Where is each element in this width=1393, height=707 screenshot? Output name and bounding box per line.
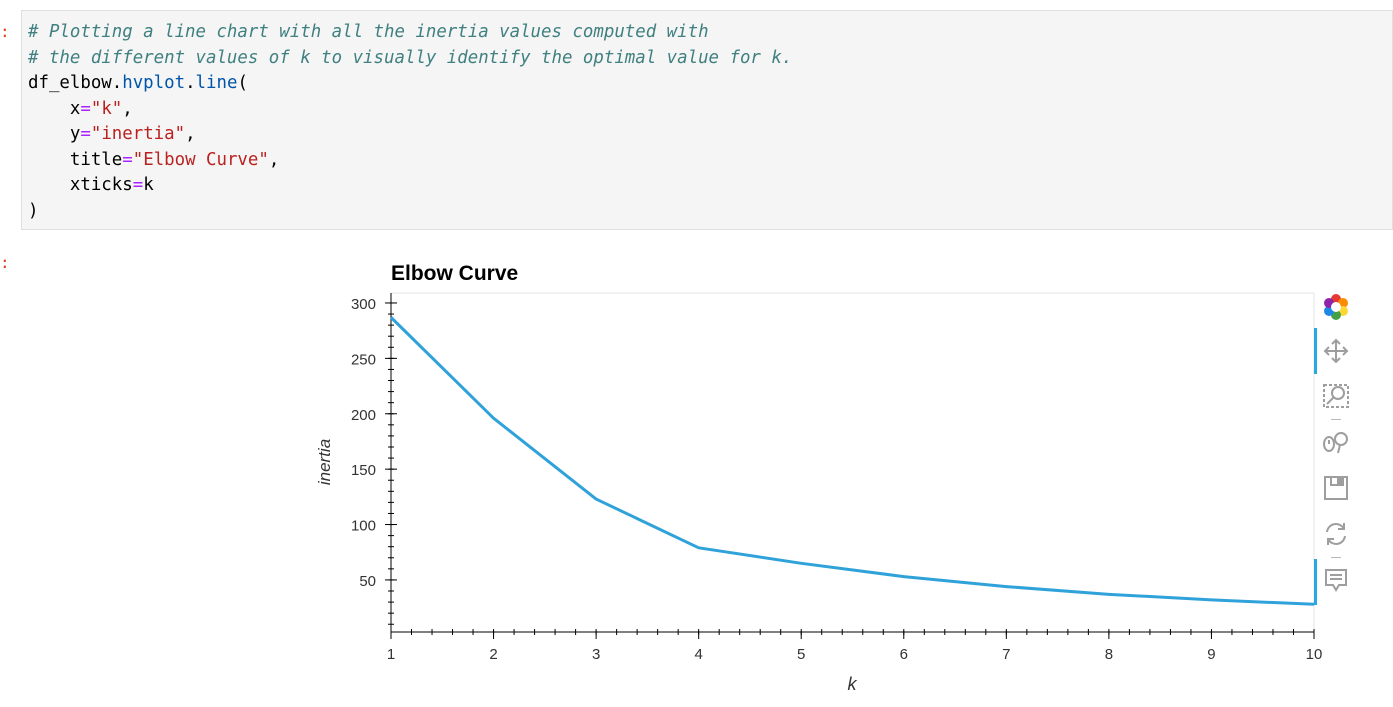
code-token: y xyxy=(28,124,81,144)
toolbar-separator xyxy=(1331,419,1341,420)
chart-title: Elbow Curve xyxy=(391,262,518,285)
code-token: = xyxy=(80,98,91,119)
code-line: title="Elbow Curve", xyxy=(28,148,792,174)
data-point xyxy=(1107,593,1110,596)
box-zoom-icon[interactable] xyxy=(1321,381,1351,411)
code-token: ( xyxy=(237,73,248,93)
elbow-curve-chart[interactable]: Elbow Curve 50 100 150 200 250 300 1 2 3 4 5 6 7 8 9 10… xyxy=(0,240,1393,703)
chart-toolbar xyxy=(1314,287,1364,607)
code-token: , xyxy=(122,98,133,119)
data-point xyxy=(1005,585,1008,588)
data-point xyxy=(1210,598,1213,601)
code-line: ) xyxy=(28,199,792,225)
code-token: "Elbow Curve" xyxy=(132,149,269,170)
series-line xyxy=(389,316,1315,606)
code-line: x="k", xyxy=(28,97,792,123)
code-line: xticks=k xyxy=(28,173,792,199)
bokeh-logo-icon[interactable] xyxy=(1321,292,1351,322)
data-point xyxy=(390,316,393,319)
code-line: # the different values of k to visually … xyxy=(28,46,792,72)
x-tick-label: 3 xyxy=(592,646,600,663)
output-prompt: : xyxy=(0,253,10,272)
code-token: "inertia" xyxy=(90,124,186,144)
x-tick-label: 9 xyxy=(1207,646,1215,663)
axes: 50 100 150 200 250 300 1 2 3 4 5 6 7 8 9 10 xyxy=(351,293,1322,663)
data-point xyxy=(492,417,495,420)
x-tick-label: 8 xyxy=(1105,646,1113,663)
code-line: y="inertia", xyxy=(28,122,792,148)
y-tick-label: 250 xyxy=(351,351,376,368)
code-token: # Plotting a line chart with all the ine… xyxy=(28,22,709,42)
code-token: k xyxy=(143,175,154,195)
pan-active-indicator xyxy=(1314,328,1317,374)
toolbar-separator xyxy=(1331,557,1341,558)
code-token: = xyxy=(122,149,133,170)
y-tick-label: 50 xyxy=(359,573,376,590)
x-tick-label: 2 xyxy=(489,646,497,663)
reset-icon[interactable] xyxy=(1321,519,1351,549)
x-tick-label: 10 xyxy=(1306,646,1323,663)
code-line: df_elbow.hvplot.line( xyxy=(28,71,792,97)
series-line-group xyxy=(389,316,1315,606)
code-token: line xyxy=(195,73,238,93)
y-tick-label: 150 xyxy=(351,462,376,479)
x-tick-label: 4 xyxy=(694,646,702,663)
code-token: hvplot xyxy=(122,73,186,93)
code-cell[interactable]: # Plotting a line chart with all the ine… xyxy=(21,10,1393,230)
wheel-zoom-icon[interactable] xyxy=(1321,427,1351,457)
data-point xyxy=(902,575,905,578)
code-token: # the different values of k to visually … xyxy=(28,47,793,68)
y-tick-label: 200 xyxy=(351,407,376,424)
save-icon[interactable] xyxy=(1321,473,1351,503)
data-point xyxy=(595,498,598,501)
code-token: xticks xyxy=(28,175,133,195)
x-axis-label: k xyxy=(848,674,858,694)
code-token: df_elbow. xyxy=(28,73,123,93)
code-token: . xyxy=(185,73,196,93)
code-editor[interactable]: # Plotting a line chart with all the ine… xyxy=(28,20,792,224)
code-token: = xyxy=(80,124,91,144)
x-tick-label: 1 xyxy=(387,646,395,663)
y-tick-label: 100 xyxy=(351,518,376,535)
code-token: , xyxy=(185,124,196,144)
y-tick-label: 300 xyxy=(351,296,376,313)
code-token: title xyxy=(28,149,123,170)
y-axis-label: inertia xyxy=(315,439,334,485)
hover-icon[interactable] xyxy=(1321,565,1351,595)
plot-frame xyxy=(390,292,1315,633)
output-area: Elbow Curve 50 100 150 200 250 300 1 2 3 4 5 6 7 8 9 10… xyxy=(0,240,1393,703)
data-point xyxy=(800,562,803,565)
code-token: ) xyxy=(28,200,39,221)
x-tick-label: 6 xyxy=(900,646,908,663)
hover-active-indicator xyxy=(1314,559,1317,605)
x-tick-label: 5 xyxy=(797,646,805,663)
code-line: # Plotting a line chart with all the ine… xyxy=(28,20,792,46)
code-token: x xyxy=(28,98,81,119)
input-prompt: : xyxy=(0,22,10,41)
code-token: , xyxy=(268,149,280,170)
x-tick-label: 7 xyxy=(1002,646,1010,663)
code-token: "k" xyxy=(90,98,123,119)
data-point xyxy=(697,546,700,549)
pan-icon[interactable] xyxy=(1321,336,1351,366)
code-token: = xyxy=(132,175,144,195)
